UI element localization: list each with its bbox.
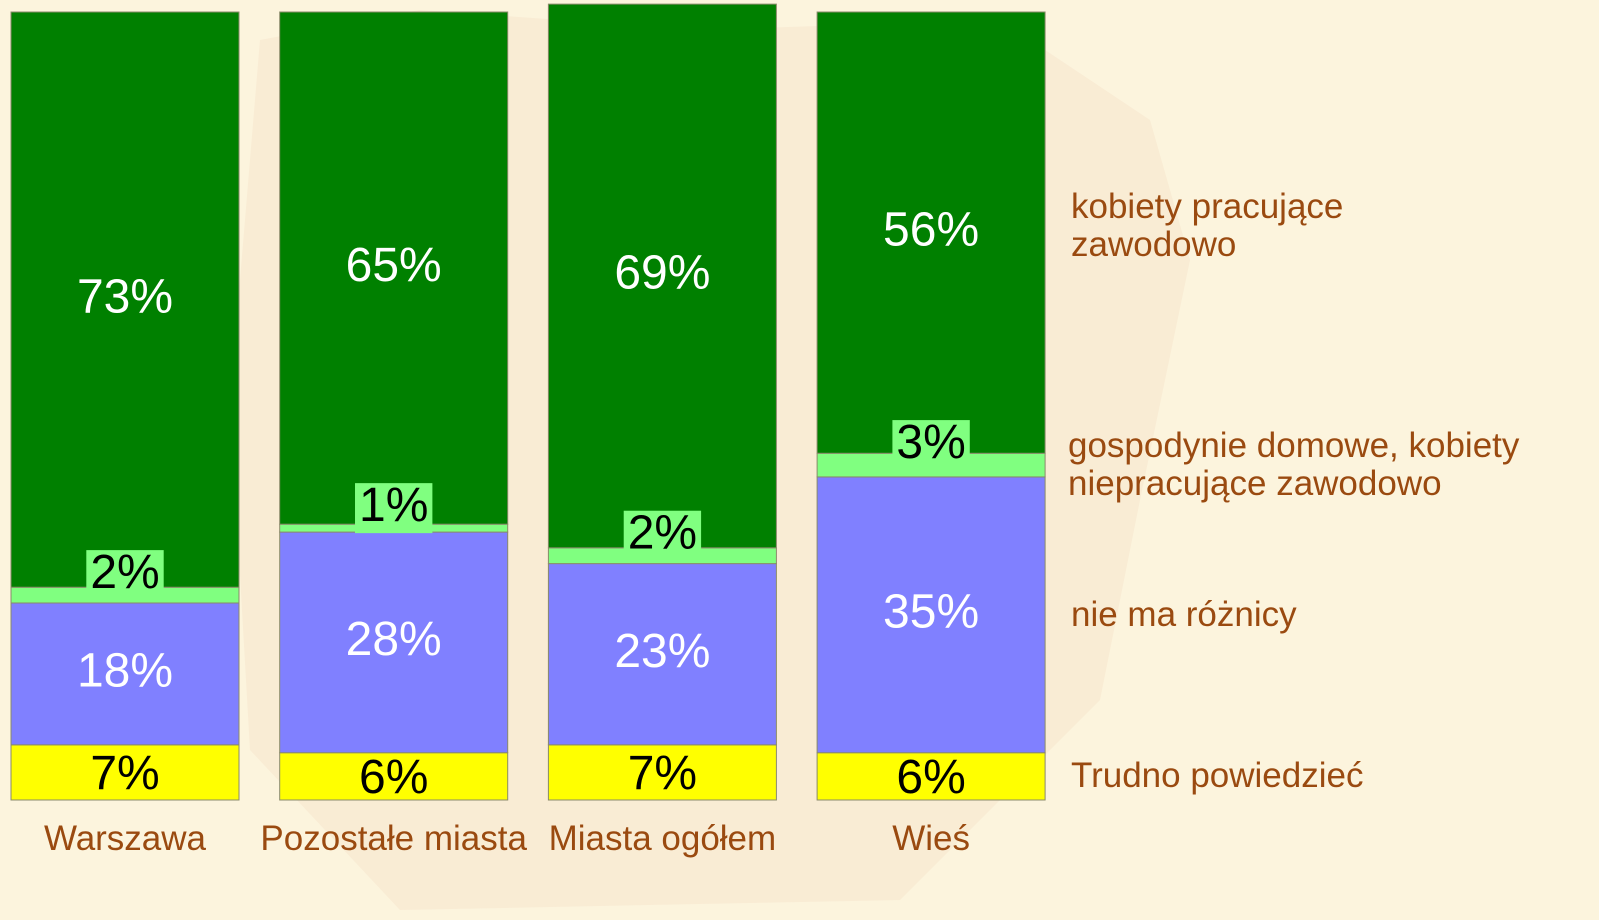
value-label: 3% (896, 416, 965, 469)
value-label-box (623, 510, 702, 561)
bar-segment (816, 752, 1046, 801)
bar-segment (10, 744, 240, 801)
value-label: 69% (614, 247, 710, 300)
value-label: 65% (346, 239, 442, 292)
value-label: 73% (77, 270, 173, 323)
value-label-box (892, 420, 970, 471)
bar-segment (816, 11, 1046, 454)
value-label: 56% (883, 203, 979, 256)
value-label: 18% (77, 645, 173, 698)
value-label: 6% (896, 751, 965, 804)
bar-segment (279, 752, 509, 801)
value-label: 2% (90, 546, 159, 599)
value-label: 35% (883, 585, 979, 638)
value-label: 2% (628, 506, 697, 559)
bar-segment (816, 476, 1046, 754)
legend-label: nie ma różnicy (1071, 594, 1297, 634)
bar-segment (547, 744, 777, 801)
x-tick-label: Wieś (892, 819, 970, 858)
bar-segment (279, 11, 509, 525)
value-label: 6% (359, 751, 428, 804)
x-tick-label: Miasta ogółem (548, 819, 777, 858)
bar-segment (547, 563, 777, 746)
value-label: 23% (614, 625, 710, 678)
legend-label: gospodynie domowe, kobiety niepracujące … (1068, 426, 1520, 504)
value-label-box (355, 483, 433, 534)
bar-segment (10, 11, 240, 588)
legend-label: kobiety pracujące zawodowo (1071, 186, 1344, 264)
bar-segment (547, 3, 777, 549)
x-tick-label: Warszawa (43, 819, 207, 858)
legend-label: Trudno powiedzieć (1071, 756, 1364, 796)
bar-segment (279, 531, 509, 754)
value-label: 7% (90, 747, 159, 800)
value-label: 7% (628, 747, 697, 800)
value-label-box (86, 550, 164, 601)
bar-segment (10, 602, 240, 746)
value-label: 1% (359, 479, 428, 532)
value-label: 28% (346, 613, 442, 666)
x-tick-label: Pozostałe miasta (260, 819, 527, 858)
